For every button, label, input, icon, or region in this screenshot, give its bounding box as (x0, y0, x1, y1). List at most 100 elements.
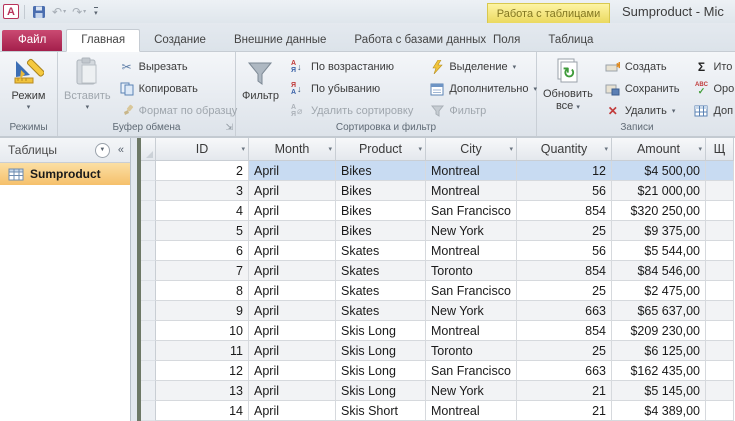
cell-quantity[interactable]: 854 (517, 261, 612, 281)
column-filter-arrow-icon[interactable]: ▾ (509, 146, 513, 153)
cell-amount[interactable]: $65 637,00 (612, 301, 706, 321)
column-header-id[interactable]: ID ▾ (156, 138, 249, 161)
sort-ascending-button[interactable]: А Я ↓ По возрастанию (287, 57, 417, 77)
column-filter-arrow-icon[interactable]: ▾ (241, 146, 245, 153)
cell-product[interactable]: Skis Long (336, 321, 426, 341)
qat-customize-button[interactable]: ▾ (94, 6, 98, 17)
cell-month[interactable]: April (249, 401, 336, 421)
tab-home[interactable]: Главная (66, 29, 141, 52)
cell-city[interactable]: Toronto (426, 261, 517, 281)
cell-product[interactable]: Bikes (336, 181, 426, 201)
tab-table[interactable]: Таблица (548, 34, 594, 46)
tab-database-tools[interactable]: Работа с базами данных (354, 34, 487, 46)
cell-product[interactable]: Skis Long (336, 381, 426, 401)
cell-quantity[interactable]: 21 (517, 381, 612, 401)
select-all-corner[interactable] (141, 138, 156, 161)
record-selector[interactable] (141, 221, 156, 241)
record-selector[interactable] (141, 261, 156, 281)
cell-city[interactable]: New York (426, 381, 517, 401)
cell-quantity[interactable]: 25 (517, 281, 612, 301)
tab-create[interactable]: Создание (154, 34, 206, 46)
cell-amount[interactable]: $21 000,00 (612, 181, 706, 201)
selection-button[interactable]: Выделение ▾ (425, 57, 541, 77)
cell-щ[interactable] (706, 181, 734, 201)
cell-month[interactable]: April (249, 381, 336, 401)
cell-щ[interactable] (706, 261, 734, 281)
cell-щ[interactable] (706, 361, 734, 381)
column-filter-arrow-icon[interactable]: ▾ (698, 146, 702, 153)
column-filter-arrow-icon[interactable]: ▾ (418, 146, 422, 153)
delete-record-button[interactable]: ✕ Удалить ▾ (601, 101, 684, 121)
cell-product[interactable]: Skates (336, 281, 426, 301)
tab-fields[interactable]: Поля (493, 34, 521, 46)
cell-щ[interactable] (706, 241, 734, 261)
cell-quantity[interactable]: 854 (517, 321, 612, 341)
cell-щ[interactable] (706, 381, 734, 401)
cell-city[interactable]: New York (426, 301, 517, 321)
cell-amount[interactable]: $6 125,00 (612, 341, 706, 361)
sort-descending-button[interactable]: Я А ↓ По убыванию (287, 79, 417, 99)
cell-id[interactable]: 9 (156, 301, 249, 321)
cell-month[interactable]: April (249, 261, 336, 281)
cell-id[interactable]: 6 (156, 241, 249, 261)
column-header-amount[interactable]: Amount ▾ (612, 138, 706, 161)
cell-month[interactable]: April (249, 301, 336, 321)
cell-city[interactable]: Montreal (426, 241, 517, 261)
totals-button[interactable]: Σ Ито (689, 57, 735, 77)
cell-product[interactable]: Bikes (336, 201, 426, 221)
cell-quantity[interactable]: 56 (517, 181, 612, 201)
cell-city[interactable]: Montreal (426, 401, 517, 421)
cell-щ[interactable] (706, 401, 734, 421)
record-selector[interactable] (141, 241, 156, 261)
cell-id[interactable]: 11 (156, 341, 249, 361)
tab-external-data[interactable]: Внешние данные (233, 34, 327, 46)
cell-amount[interactable]: $162 435,00 (612, 361, 706, 381)
cell-id[interactable]: 14 (156, 401, 249, 421)
cell-amount[interactable]: $320 250,00 (612, 201, 706, 221)
new-record-button[interactable]: ✱ Создать (601, 57, 684, 77)
cell-month[interactable]: April (249, 241, 336, 261)
record-selector[interactable] (141, 401, 156, 421)
cell-product[interactable]: Skis Short (336, 401, 426, 421)
record-selector[interactable] (141, 301, 156, 321)
advanced-filter-button[interactable]: Дополнительно ▾ (425, 79, 541, 99)
cell-city[interactable]: New York (426, 221, 517, 241)
column-filter-arrow-icon[interactable]: ▾ (604, 146, 608, 153)
tab-file[interactable]: Файл (2, 30, 63, 51)
cell-city[interactable]: Toronto (426, 341, 517, 361)
cell-product[interactable]: Skis Long (336, 361, 426, 381)
cell-id[interactable]: 5 (156, 221, 249, 241)
navpane-splitter[interactable] (137, 138, 141, 421)
nav-dropdown-icon[interactable]: ▼ (94, 142, 110, 158)
cell-product[interactable]: Bikes (336, 161, 426, 181)
column-header-щ[interactable]: Щ (706, 138, 734, 161)
column-header-month[interactable]: Month ▾ (249, 138, 336, 161)
cell-product[interactable]: Skates (336, 241, 426, 261)
copy-button[interactable]: Копировать (115, 79, 242, 99)
cell-id[interactable]: 4 (156, 201, 249, 221)
cell-quantity[interactable]: 25 (517, 221, 612, 241)
cell-id[interactable]: 7 (156, 261, 249, 281)
record-selector[interactable] (141, 321, 156, 341)
cell-щ[interactable] (706, 341, 734, 361)
column-header-product[interactable]: Product ▾ (336, 138, 426, 161)
record-selector[interactable] (141, 381, 156, 401)
shutter-close-icon[interactable]: « (117, 144, 124, 156)
spelling-button[interactable]: ABC ✓ Оро (689, 79, 735, 99)
cell-id[interactable]: 2 (156, 161, 249, 181)
more-button[interactable]: Доп (689, 101, 735, 121)
cell-month[interactable]: April (249, 221, 336, 241)
cell-quantity[interactable]: 25 (517, 341, 612, 361)
cell-month[interactable]: April (249, 201, 336, 221)
dialog-launcher-icon[interactable]: ⇲ (225, 122, 233, 132)
cell-щ[interactable] (706, 221, 734, 241)
cell-quantity[interactable]: 854 (517, 201, 612, 221)
cell-city[interactable]: Montreal (426, 321, 517, 341)
cell-amount[interactable]: $5 145,00 (612, 381, 706, 401)
save-button[interactable] (30, 5, 48, 19)
cell-quantity[interactable]: 663 (517, 361, 612, 381)
cell-city[interactable]: San Francisco (426, 361, 517, 381)
cell-amount[interactable]: $9 375,00 (612, 221, 706, 241)
cell-month[interactable]: April (249, 281, 336, 301)
record-selector[interactable] (141, 181, 156, 201)
